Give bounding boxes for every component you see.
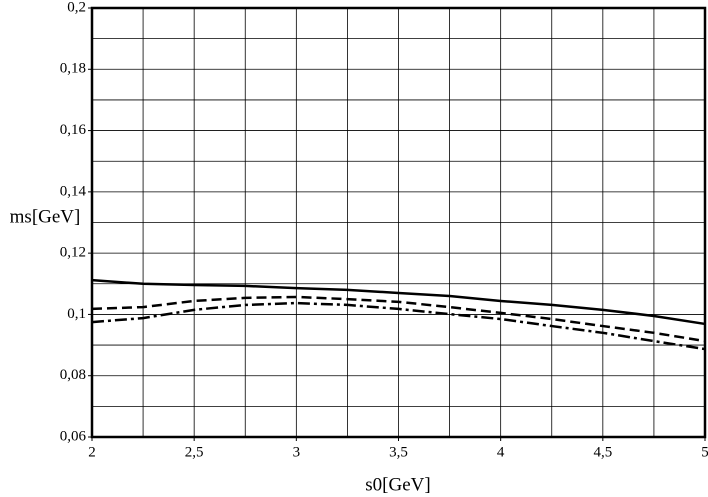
y-tick-label: 0,08	[60, 367, 86, 383]
series-line	[91, 295, 706, 343]
x-tick-label: 3	[293, 444, 301, 460]
y-tick-label: 0,2	[67, 0, 86, 15]
x-tick-label: 5	[701, 444, 708, 460]
y-tick-label: 0,12	[60, 245, 86, 261]
series-line	[91, 301, 706, 351]
x-axis-label: s0[GeV]	[365, 474, 430, 495]
x-tick-label: 2,5	[185, 444, 204, 460]
x-tick-label: 3,5	[389, 444, 408, 460]
series-line	[91, 278, 706, 326]
plot-frame	[90, 6, 707, 439]
y-axis-label: ms[GeV]	[10, 206, 81, 227]
y-tick-label: 0,16	[60, 122, 87, 138]
y-tick-label: 0,14	[60, 183, 87, 199]
x-tick-label: 4,5	[593, 444, 612, 460]
y-tick-label: 0,06	[60, 428, 87, 444]
y-tick-label: 0,18	[60, 61, 86, 77]
x-tick-label: 2	[88, 444, 96, 460]
y-tick-label: 0,1	[67, 306, 86, 322]
x-tick-label: 4	[497, 444, 505, 460]
